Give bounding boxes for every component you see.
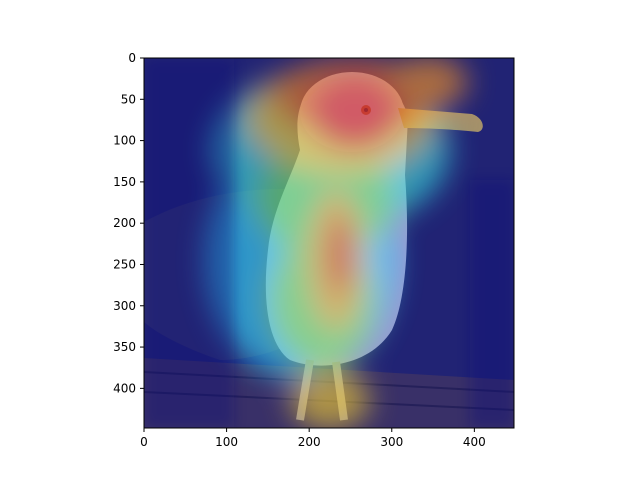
plot-frame — [143, 57, 515, 429]
heat-edge-blue — [470, 180, 514, 428]
y-tick-label: 350 — [113, 340, 136, 354]
x-tick-label: 300 — [380, 435, 403, 449]
x-tick-label: 100 — [215, 435, 238, 449]
y-tick-label: 250 — [113, 257, 136, 271]
y-tick-label: 0 — [128, 51, 136, 65]
heatmap-overlay-image — [144, 58, 514, 428]
y-tick-label: 400 — [113, 381, 136, 395]
heat-blob-orange — [388, 58, 468, 108]
x-axis-ticks: 0 100 200 300 400 — [140, 428, 486, 449]
heat-blob-yellow — [290, 370, 370, 428]
y-axis-ticks: 0 50 100 150 200 250 300 350 400 — [113, 51, 144, 395]
heat-blob-red — [328, 215, 352, 295]
y-tick-label: 300 — [113, 299, 136, 313]
y-tick-label: 150 — [113, 175, 136, 189]
x-tick-label: 200 — [298, 435, 321, 449]
heat-blob-red — [307, 72, 403, 152]
heat-edge-blue — [144, 58, 234, 428]
y-tick-label: 100 — [113, 134, 136, 148]
y-tick-label: 200 — [113, 216, 136, 230]
y-tick-label: 50 — [121, 92, 136, 106]
x-tick-label: 0 — [140, 435, 148, 449]
x-tick-label: 400 — [463, 435, 486, 449]
